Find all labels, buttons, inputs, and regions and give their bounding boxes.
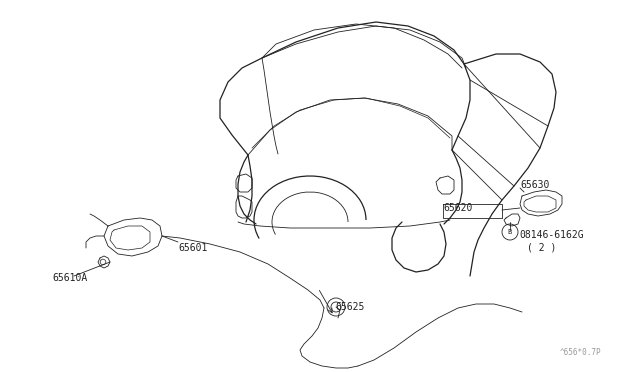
Text: 65610A: 65610A	[52, 273, 87, 283]
Text: B: B	[508, 229, 512, 235]
Text: 65625: 65625	[335, 302, 364, 312]
Text: 65601: 65601	[178, 243, 207, 253]
Text: 65620: 65620	[443, 203, 472, 213]
Text: ^656*0.7P: ^656*0.7P	[560, 348, 602, 357]
Text: 08146-6162G: 08146-6162G	[519, 230, 584, 240]
Text: 65630: 65630	[520, 180, 549, 190]
Text: ( 2 ): ( 2 )	[527, 243, 556, 253]
